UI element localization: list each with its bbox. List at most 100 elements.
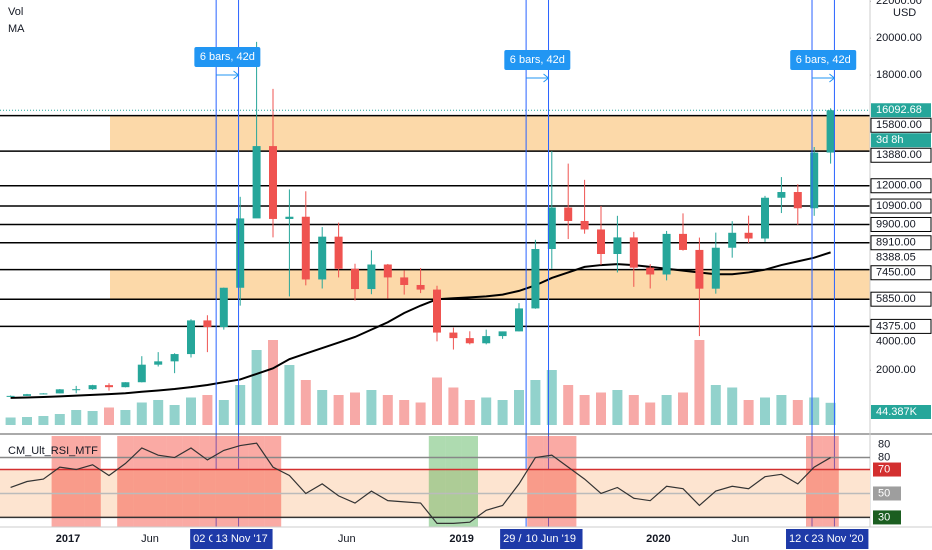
volume-bar: [563, 385, 574, 425]
price-label-bg: [870, 198, 932, 214]
candle-body: [695, 249, 704, 289]
volume-bar: [186, 397, 196, 425]
price-label: 8910.00: [876, 237, 916, 249]
zone: [0, 115, 110, 152]
candle-body: [170, 354, 179, 362]
rsi-tick-bg: [873, 450, 901, 465]
volume-bar: [399, 400, 410, 425]
volume-bar: [546, 370, 557, 425]
price-label: 7450.00: [876, 267, 916, 279]
volume-bar: [792, 400, 803, 425]
volume-bar: [628, 395, 639, 425]
volume-bar: [218, 400, 229, 425]
price-label: 15800.00: [876, 119, 922, 131]
x-tick-label: 2020: [646, 533, 670, 545]
volume-bar: [120, 410, 131, 425]
date-label-bg: [808, 529, 869, 549]
rsi-tick-bg: [873, 486, 901, 501]
volume-bar: [153, 400, 164, 425]
price-label: 5850.00: [876, 293, 916, 305]
price-label: 20000.00: [876, 32, 922, 44]
candle-body: [433, 289, 441, 333]
candle-body: [301, 216, 310, 280]
candle-body: [88, 385, 97, 390]
candle-body: [482, 336, 491, 344]
candle-body: [351, 268, 359, 290]
candle-body: [137, 364, 146, 383]
rsi-highlight: [199, 436, 216, 527]
x-tick-label: 2017: [56, 533, 80, 545]
measure-label: 6 bars, 42d: [796, 54, 851, 66]
volume-bar: [71, 410, 82, 425]
volume-bar: [317, 390, 328, 425]
candle-body: [564, 207, 573, 221]
rsi-tick-bg: [873, 510, 901, 525]
rsi-highlight: [117, 436, 134, 527]
price-label-bg: [870, 235, 932, 251]
candle-body: [121, 382, 130, 388]
candle-body: [465, 338, 474, 344]
candle-body: [318, 236, 327, 280]
candle-body: [154, 361, 163, 365]
price-label-bg: [870, 318, 932, 334]
volume-bar: [202, 395, 213, 425]
rsi-highlight: [51, 436, 68, 527]
candle-body: [761, 197, 769, 239]
price-label-bg: [871, 133, 931, 148]
price-label: 2000.00: [876, 364, 916, 376]
date-label: 02 C: [193, 533, 216, 545]
rsi-highlight: [806, 436, 823, 527]
measure-box: [504, 50, 571, 70]
date-label-bg: [212, 529, 273, 549]
candle-body: [383, 264, 392, 278]
zone: [110, 115, 870, 152]
price-label-bg: [870, 117, 932, 133]
candle-body: [679, 233, 687, 250]
volume-bar: [481, 397, 492, 425]
volume-bar: [268, 340, 278, 425]
price-label-bg: [871, 250, 931, 265]
volume-bar: [661, 395, 672, 425]
x-tick-label: Jun: [732, 533, 750, 545]
rsi-highlight: [84, 436, 101, 527]
candle-body: [6, 395, 15, 397]
volume-label-bg: [871, 405, 931, 419]
date-label-bg: [522, 529, 583, 549]
price-label-bg: [870, 147, 932, 163]
price-label: 13880.00: [876, 149, 922, 161]
candle-body: [334, 236, 343, 269]
price-label-bg: [871, 68, 931, 83]
volume-bar: [530, 380, 541, 425]
candle-body: [219, 287, 228, 328]
rsi-highlight: [822, 436, 839, 527]
rsi-highlight: [527, 436, 544, 527]
volume-bar: [809, 397, 820, 425]
volume-bar: [300, 380, 311, 425]
price-label: 22000.00: [876, 0, 922, 7]
price-label-bg: [871, 31, 931, 46]
volume-bar: [333, 395, 344, 425]
x-tick-label: 2019: [449, 533, 473, 545]
price-label-bg: [871, 103, 931, 118]
ma-line: [10, 251, 831, 399]
candle-body: [728, 232, 737, 248]
candle-body: [547, 207, 556, 250]
candle-body: [515, 308, 523, 332]
volume-bar: [596, 392, 606, 425]
candle-body: [72, 389, 81, 391]
volume-bar: [645, 402, 656, 425]
candle-body: [531, 249, 540, 309]
rsi-highlight: [461, 436, 478, 527]
candle-body: [23, 394, 31, 396]
rsi-highlight: [150, 436, 167, 527]
price-label-bg: [870, 178, 932, 194]
candle-body: [449, 332, 458, 339]
volume-bar: [38, 416, 49, 425]
date-label-bg: [190, 529, 215, 549]
volume-bar: [235, 385, 246, 425]
rsi-highlight: [182, 436, 200, 527]
x-tick-label: Jun: [141, 533, 159, 545]
candle-body: [662, 233, 671, 275]
volume-bar: [514, 390, 524, 425]
